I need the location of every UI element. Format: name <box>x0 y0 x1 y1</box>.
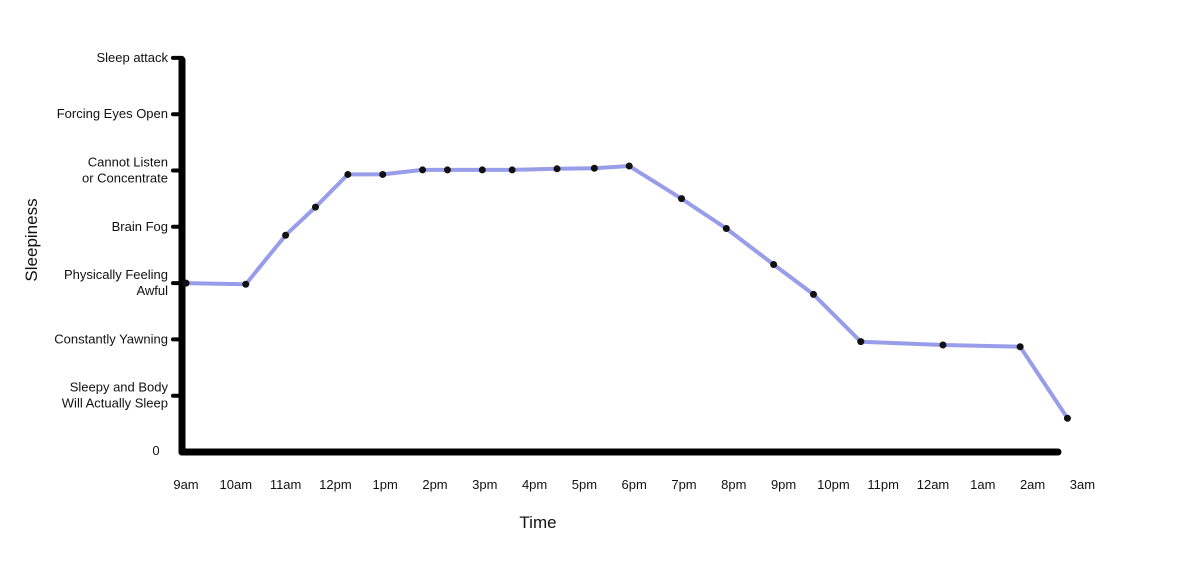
data-point <box>478 166 486 174</box>
x-tick-label: 1pm <box>373 477 398 492</box>
data-point <box>625 162 633 170</box>
data-point <box>553 165 561 173</box>
x-tick-label: 8pm <box>721 477 746 492</box>
x-tick-label: 5pm <box>572 477 597 492</box>
x-tick-label: 7pm <box>671 477 696 492</box>
x-tick-label: 2am <box>1020 477 1045 492</box>
data-point <box>344 170 352 178</box>
x-tick-label: 3am <box>1070 477 1095 492</box>
y-tick-label: Awful <box>136 283 168 298</box>
data-point <box>770 261 778 269</box>
data-point <box>311 203 319 211</box>
x-tick-label: 9pm <box>771 477 796 492</box>
y-zero-label: 0 <box>152 443 159 458</box>
data-point <box>590 164 598 172</box>
y-tick-label: Sleep attack <box>96 50 168 65</box>
data-point <box>379 170 387 178</box>
data-point <box>182 279 190 287</box>
x-tick-label: 9am <box>173 477 198 492</box>
y-tick-label: Brain Fog <box>112 219 168 234</box>
data-point <box>939 341 947 349</box>
data-point <box>678 195 686 203</box>
x-tick-label: 1am <box>970 477 995 492</box>
y-tick-label: Cannot Listen <box>88 155 168 170</box>
data-point <box>1016 343 1024 351</box>
x-tick-label: 10am <box>220 477 253 492</box>
x-tick-label: 2pm <box>422 477 447 492</box>
series-line <box>184 164 1070 421</box>
data-point <box>419 166 427 174</box>
x-tick-label: 4pm <box>522 477 547 492</box>
data-point <box>857 338 865 346</box>
y-tick-label: Forcing Eyes Open <box>57 106 168 121</box>
data-point <box>242 280 250 288</box>
y-tick-label: or Concentrate <box>82 171 168 186</box>
y-axis-title: Sleepiness <box>22 198 41 281</box>
data-point <box>508 166 516 174</box>
data-point <box>282 231 290 239</box>
y-tick-label: Will Actually Sleep <box>62 396 168 411</box>
y-tick-label: Physically Feeling <box>64 267 168 282</box>
x-tick-label: 12am <box>917 477 950 492</box>
x-tick-label: 10pm <box>817 477 850 492</box>
x-tick-label: 11am <box>270 477 302 492</box>
x-tick-label: 3pm <box>472 477 497 492</box>
x-axis-title: Time <box>519 513 556 532</box>
y-tick-label: Sleepy and Body <box>70 380 169 395</box>
data-point <box>722 224 730 232</box>
data-point <box>809 290 817 298</box>
x-tick-label: 12pm <box>319 477 352 492</box>
x-axis: 9am 10am 11am 12pm 1pm 2pm 3pm 4pm 5pm 6pm 7pm 8pm 9… <box>173 448 1095 492</box>
series-layer <box>182 162 1071 422</box>
data-point <box>1063 414 1071 422</box>
y-tick-label: Constantly Yawning <box>54 331 168 346</box>
x-tick-label: 6pm <box>622 477 647 492</box>
data-point <box>443 166 451 174</box>
x-tick-label: 11pm <box>867 477 899 492</box>
